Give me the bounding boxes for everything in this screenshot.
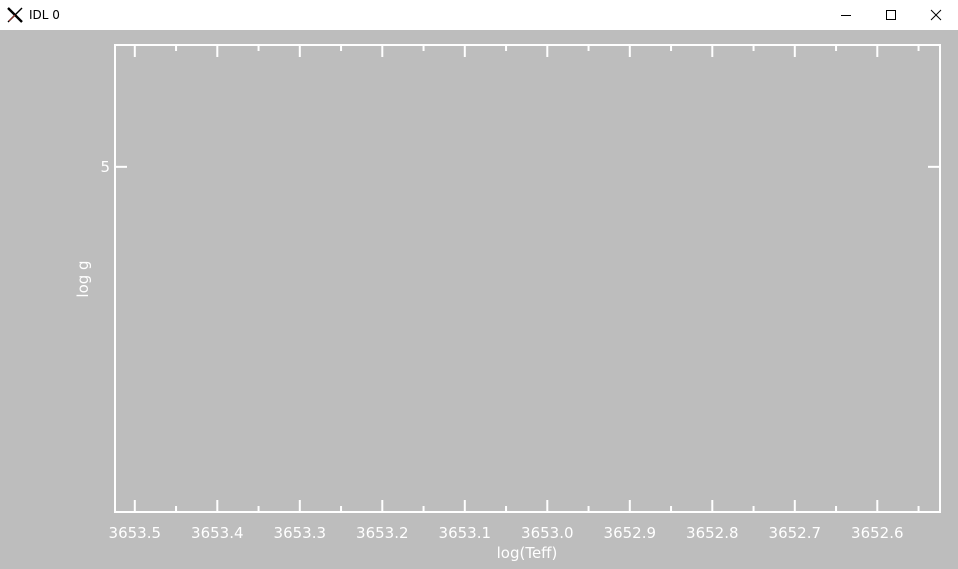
x-tick-label: 3653.2	[356, 524, 409, 542]
x-tick-label: 3652.9	[604, 524, 657, 542]
plot-svg: 3653.5 3653.4 3653.3 3653.2 3653.1 3653.0 3652…	[74, 44, 941, 562]
x-tick-label: 3652.7	[769, 524, 822, 542]
x-tick-label: 3652.8	[686, 524, 739, 542]
maximize-button[interactable]	[868, 0, 914, 30]
x-axis-title: log(Teff)	[497, 544, 558, 562]
minimize-icon	[841, 15, 851, 16]
close-button[interactable]	[913, 0, 958, 30]
y-axis-title: log g	[74, 260, 92, 297]
title-bar[interactable]: IDL 0	[0, 0, 958, 30]
plot-canvas[interactable]: 3653.5 3653.4 3653.3 3653.2 3653.1 3653.0 3652…	[0, 30, 958, 569]
x-tick-label: 3652.6	[851, 524, 904, 542]
close-icon	[930, 9, 942, 21]
y-tick-label: 5	[100, 158, 110, 176]
x-tick-label: 3653.4	[191, 524, 244, 542]
y-axis-ticks: 5	[100, 158, 940, 176]
x-tick-label: 3653.0	[521, 524, 574, 542]
x-tick-label: 3653.3	[274, 524, 327, 542]
x11-icon	[7, 7, 23, 23]
x-axis-ticks: 3653.5 3653.4 3653.3 3653.2 3653.1 3653.0 3652…	[109, 45, 920, 542]
plot-frame	[114, 44, 941, 513]
minimize-button[interactable]	[823, 0, 869, 30]
x-tick-label: 3653.1	[439, 524, 492, 542]
x-tick-label: 3653.5	[109, 524, 162, 542]
maximize-icon	[886, 10, 896, 20]
window-title: IDL 0	[29, 8, 60, 22]
